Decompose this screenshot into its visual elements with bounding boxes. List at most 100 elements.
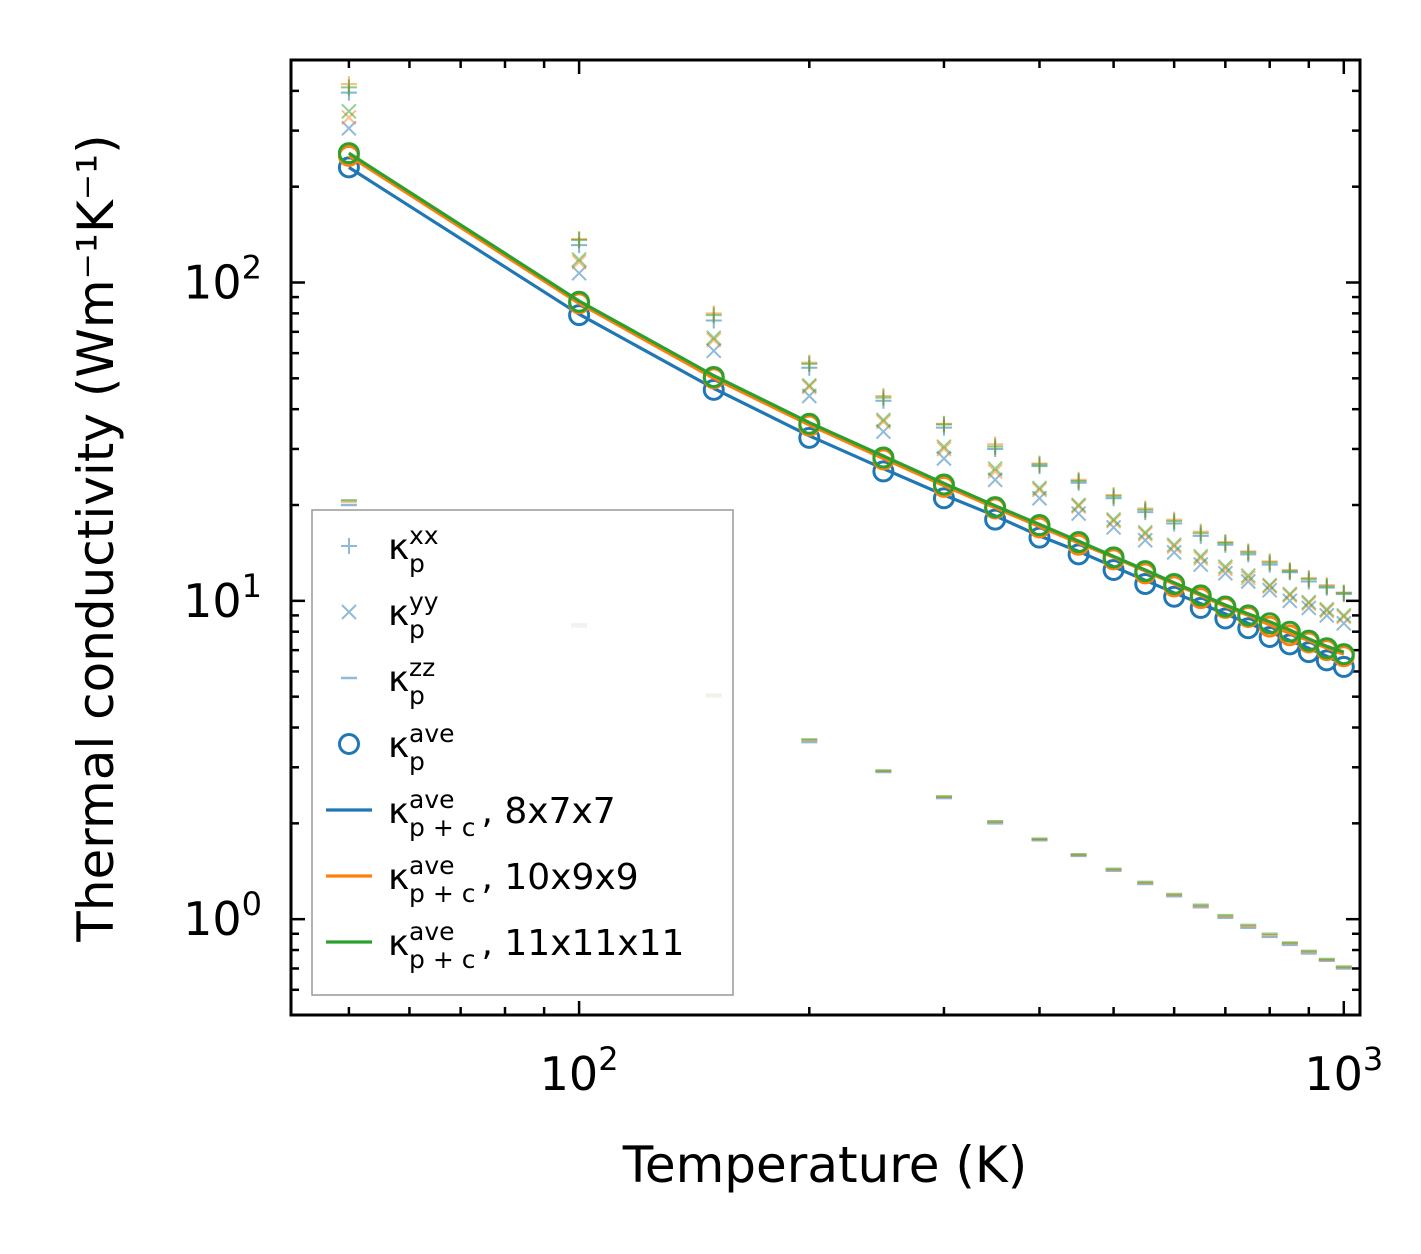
legend-subscript: p + c: [409, 879, 475, 908]
y-tick-label: 102: [183, 249, 262, 310]
x-tick-label-exponent: 2: [598, 1040, 618, 1078]
kyy-point: [571, 265, 587, 281]
legend-suffix: , 10x9x9: [482, 857, 639, 898]
legend-subscript: p: [409, 615, 425, 644]
data-series: [337, 76, 1355, 970]
kyy-point: [1336, 607, 1352, 624]
kyy-point: [571, 254, 587, 270]
kyy-point: [875, 414, 892, 430]
legend-label: κxx p: [388, 521, 439, 578]
kave-point: [798, 412, 821, 435]
kave-point: [1189, 584, 1212, 607]
legend-label: κzz p: [388, 653, 435, 710]
kyy-point: [1031, 482, 1048, 498]
legend-suffix: , 8x7x7: [482, 791, 616, 832]
legend-label: κave p: [388, 719, 455, 776]
legend-symbol: κ: [388, 659, 409, 700]
legend-subscript: p: [409, 747, 425, 776]
kyy-point: [987, 463, 1003, 480]
kyy-point: [1105, 511, 1122, 528]
legend-superscript: ave: [409, 719, 455, 748]
kave-point: [1134, 560, 1157, 583]
legend-symbol: κ: [388, 923, 409, 964]
x-tick-label-base: 10: [1304, 1047, 1363, 1101]
kyy-point: [1240, 567, 1256, 584]
kave-point: [1214, 595, 1237, 618]
kyy-point: [1166, 538, 1182, 555]
y-tick-label-base: 10: [183, 574, 242, 628]
kave-point: [337, 142, 360, 165]
kxx-point: [1031, 456, 1048, 473]
kxx-point: [935, 416, 952, 433]
x-tick-label: 102: [540, 1040, 619, 1101]
kxx-point: [1300, 571, 1317, 588]
y-tick-label: 100: [183, 885, 262, 946]
kyy-point: [1261, 582, 1278, 598]
legend-label: κave p + c, 11x11x11: [388, 917, 684, 974]
kyy-point: [1137, 532, 1153, 548]
kyy-point: [1031, 480, 1048, 496]
kxx-point: [1281, 563, 1298, 580]
kxx-point: [1105, 488, 1122, 505]
kyy-point: [1166, 544, 1182, 561]
kave-point: [798, 426, 821, 449]
kyy-point: [341, 109, 357, 126]
legend-symbol: κ: [388, 725, 409, 766]
legend-symbol: κ: [388, 857, 409, 898]
legend-label: κyy p: [388, 587, 439, 644]
kyy-point: [1166, 537, 1182, 553]
y-tick-label-exponent: 2: [242, 249, 262, 287]
kyy-point: [341, 103, 357, 120]
kyy-point: [1336, 609, 1352, 625]
kyy-point: [1319, 607, 1335, 624]
kave-point: [337, 156, 360, 179]
legend-item: κave p + c, 11x11x11: [326, 917, 684, 974]
legend-superscript: yy: [409, 587, 439, 616]
kyy-point: [1070, 497, 1087, 513]
legend-label: κave p + c, 10x9x9: [388, 851, 639, 908]
legend-superscript: ave: [409, 851, 455, 880]
kyy-point: [1301, 600, 1317, 616]
kave-point: [1102, 546, 1125, 569]
x-axis-title: Temperature (K): [622, 1136, 1027, 1194]
kxx-point: [1070, 472, 1087, 489]
y-tick-label-base: 10: [183, 256, 242, 310]
kyy-point: [1301, 594, 1317, 610]
kyy-point: [987, 461, 1003, 477]
kave-point: [702, 378, 725, 401]
legend-symbol: κ: [388, 527, 409, 568]
kave-point: [872, 446, 895, 469]
legend-subscript: p + c: [409, 813, 475, 842]
kave-point: [1067, 531, 1090, 554]
kyy-point: [1193, 550, 1209, 567]
legend-box: [311, 509, 734, 996]
kave-point: [1278, 620, 1301, 643]
legend-item: κyy p: [341, 587, 439, 644]
legend-label: κave p + c, 8x7x7: [388, 785, 616, 842]
series-11x11x11-ave: [337, 142, 1355, 666]
kyy-point: [1261, 577, 1278, 593]
kyy-point: [706, 330, 722, 346]
legend-symbol: κ: [388, 593, 409, 634]
legend-item: κave p: [338, 719, 455, 776]
kave-point: [932, 473, 955, 496]
kyy-point: [1319, 603, 1335, 619]
kave-point: [984, 496, 1007, 519]
legend-symbol: κ: [388, 791, 409, 832]
kxx-point: [340, 79, 357, 96]
legend-cross-swatch: [341, 604, 357, 620]
kyy-point: [936, 441, 952, 457]
legend-superscript: zz: [409, 653, 435, 682]
kyy-point: [1137, 524, 1153, 541]
kyy-point: [1336, 615, 1352, 632]
x-tick-label: 103: [1304, 1040, 1383, 1101]
y-tick-label: 101: [183, 567, 262, 628]
kyy-point: [1319, 601, 1335, 618]
kyy-point: [875, 412, 892, 428]
legend-subscript: p + c: [409, 945, 475, 974]
kyy-point: [1217, 561, 1234, 577]
kave-point: [1297, 629, 1320, 652]
kxx-point: [987, 438, 1004, 455]
